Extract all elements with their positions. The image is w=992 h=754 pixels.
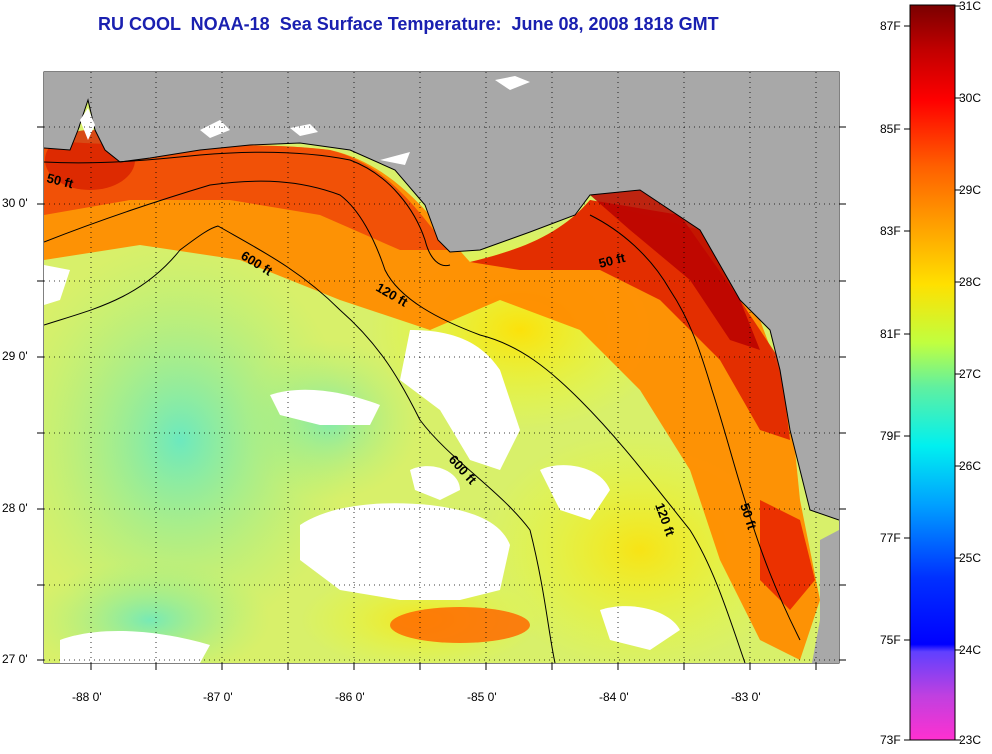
lon-label: -85 0' — [467, 690, 497, 704]
lat-label: 27 0' — [2, 652, 28, 666]
colorbar-label-f: 83F — [880, 224, 901, 238]
lon-label: -83 0' — [731, 690, 761, 704]
colorbar-label-f: 79F — [880, 429, 901, 443]
colorbar-label-c: 24C — [959, 643, 982, 657]
colorbar-label-c: 27C — [959, 367, 982, 381]
contour-label: 50 ft — [45, 170, 75, 191]
map-title: RU COOL NOAA-18 Sea Surface Temperature:… — [98, 14, 719, 34]
lon-label: -88 0' — [72, 690, 102, 704]
colorbar — [909, 4, 956, 741]
colorbar-label-f: 75F — [880, 633, 901, 647]
lat-label: 29 0' — [2, 349, 28, 363]
colorbar-label-c: 28C — [959, 275, 982, 289]
lat-label: 30 0' — [2, 196, 28, 210]
sst-field — [44, 72, 839, 663]
colorbar-label-c: 29C — [959, 183, 982, 197]
colorbar-label-c: 23C — [959, 733, 982, 747]
graticule — [44, 72, 839, 663]
contour-label: 50 ft — [597, 250, 627, 271]
colorbar-label-f: 77F — [880, 531, 901, 545]
lon-label: -84 0' — [599, 690, 629, 704]
colorbar-label-f: 81F — [880, 327, 901, 341]
colorbar-label-c: 30C — [959, 91, 982, 105]
land-mass — [44, 72, 839, 520]
colorbar-ticks — [904, 5, 961, 741]
colorbar-label-c: 26C — [959, 459, 982, 473]
lat-label: 28 0' — [2, 501, 28, 515]
axis-ticks — [37, 126, 846, 670]
colorbar-label-f: 85F — [880, 122, 901, 136]
colorbar-label-f: 87F — [880, 19, 901, 33]
contour-600ft — [44, 225, 556, 663]
lon-label: -87 0' — [203, 690, 233, 704]
lon-label: -86 0' — [335, 690, 365, 704]
colorbar-label-c: 31C — [959, 0, 982, 13]
contour-50ft — [44, 151, 801, 641]
colorbar-label-f: 73F — [880, 733, 901, 747]
colorbar-label-c: 25C — [959, 551, 982, 565]
